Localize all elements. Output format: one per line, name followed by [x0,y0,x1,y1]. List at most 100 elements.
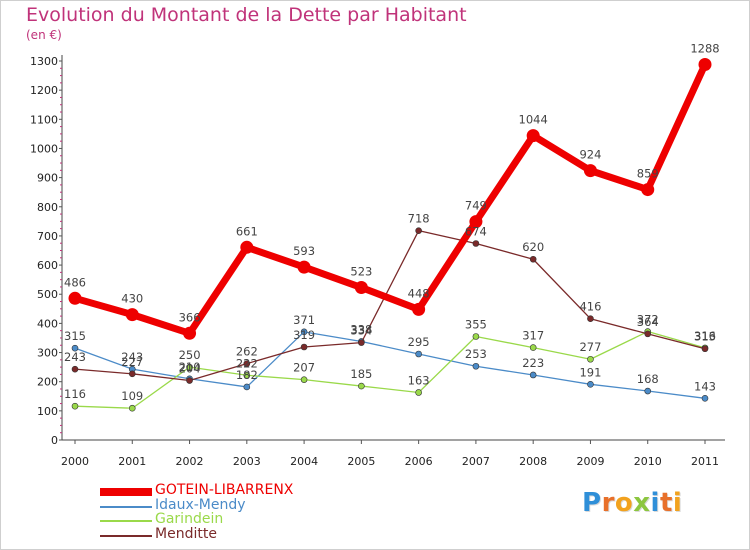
chart-title: Evolution du Montant de la Dette par Hab… [26,4,467,26]
data-label: 718 [408,212,430,226]
data-label: 859 [637,167,659,181]
data-point [587,315,594,323]
y-tick-label: 1300 [30,55,58,68]
data-label: 163 [408,373,430,387]
data-point [529,344,537,351]
data-label: 372 [637,313,659,327]
x-tick-label: 2005 [347,455,375,468]
x-tick-label: 2004 [290,455,318,468]
y-tick-label: 900 [37,172,58,185]
data-label: 210 [179,360,201,374]
y-tick-label: 400 [37,317,58,330]
legend-swatch [100,488,152,496]
data-label: 182 [236,368,258,382]
data-point [472,240,480,247]
y-tick-label: 1100 [30,113,58,126]
logo-letter: P [582,488,602,518]
x-tick-label: 2009 [576,455,604,468]
data-point [128,404,136,412]
data-point [125,308,139,322]
data-label: 317 [522,329,544,343]
y-tick-label: 0 [51,434,58,447]
legend-label: GOTEIN-LIBARRENX [155,482,294,498]
data-point [128,370,136,378]
data-point [583,164,597,178]
y-tick-label: 500 [37,288,58,301]
data-label: 315 [64,329,86,343]
data-label: 223 [522,356,544,370]
data-label: 430 [121,292,143,306]
data-point [71,402,79,410]
data-label: 371 [293,313,315,327]
data-label: 416 [579,300,601,314]
data-point [412,302,426,316]
x-tick-label: 2008 [519,455,547,468]
data-point [472,362,480,370]
x-tick-label: 2001 [118,455,146,468]
logo-letter: i [650,488,660,518]
data-label: 227 [121,355,143,369]
data-label: 364 [637,315,659,329]
y-tick-label: 1000 [30,142,58,155]
data-label: 313 [694,330,716,344]
y-tick-label: 1200 [30,84,58,97]
data-label: 262 [236,345,258,359]
data-point [415,227,422,234]
x-tick-label: 2010 [634,455,662,468]
data-label: 295 [408,335,430,349]
data-point [186,377,193,384]
legend-label: Menditte [155,525,217,542]
data-label: 661 [236,224,258,238]
x-tick-label: 2000 [61,455,89,468]
y-tick-label: 100 [37,405,58,418]
data-label: 749 [465,199,487,213]
legend-swatch [100,534,152,537]
data-label: 486 [64,275,86,289]
legend-label: Garindein [155,511,224,527]
data-point [68,291,82,305]
data-label: 253 [465,347,487,361]
data-point [243,383,251,391]
data-label: 191 [579,365,601,379]
data-label: 109 [121,389,143,403]
data-point [529,371,537,379]
data-point [415,350,422,358]
series-line-idaux-mendy [74,331,706,399]
data-label: 116 [64,387,86,401]
series-line-menditte [74,230,706,382]
data-point [358,339,365,346]
y-tick-label: 300 [37,347,58,360]
data-point [358,382,365,390]
data-point [641,183,655,197]
data-label: 1044 [519,113,548,127]
data-point [587,355,594,363]
data-point [354,281,368,295]
x-tick-label: 2011 [691,455,719,468]
data-label: 366 [179,310,201,324]
logo-letter: x [633,488,651,518]
data-point [644,387,652,395]
data-point [644,330,652,338]
data-label: 243 [64,350,86,364]
data-label: 207 [293,361,315,375]
data-point [300,343,308,351]
data-point [297,260,311,274]
data-label: 523 [350,265,372,279]
data-point [71,365,79,373]
data-label: 222 [236,356,258,370]
data-point [529,255,537,263]
data-point [526,129,540,143]
data-label: 1288 [690,41,719,55]
data-point [587,381,594,388]
data-point [243,360,251,367]
logo-letter: t [659,488,673,518]
x-tick-label: 2003 [233,455,261,468]
data-label: 448 [408,286,430,300]
data-point [415,389,422,396]
data-label: 185 [350,367,372,381]
data-point [469,215,483,229]
data-point [186,363,193,371]
x-tick-label: 2002 [176,455,204,468]
